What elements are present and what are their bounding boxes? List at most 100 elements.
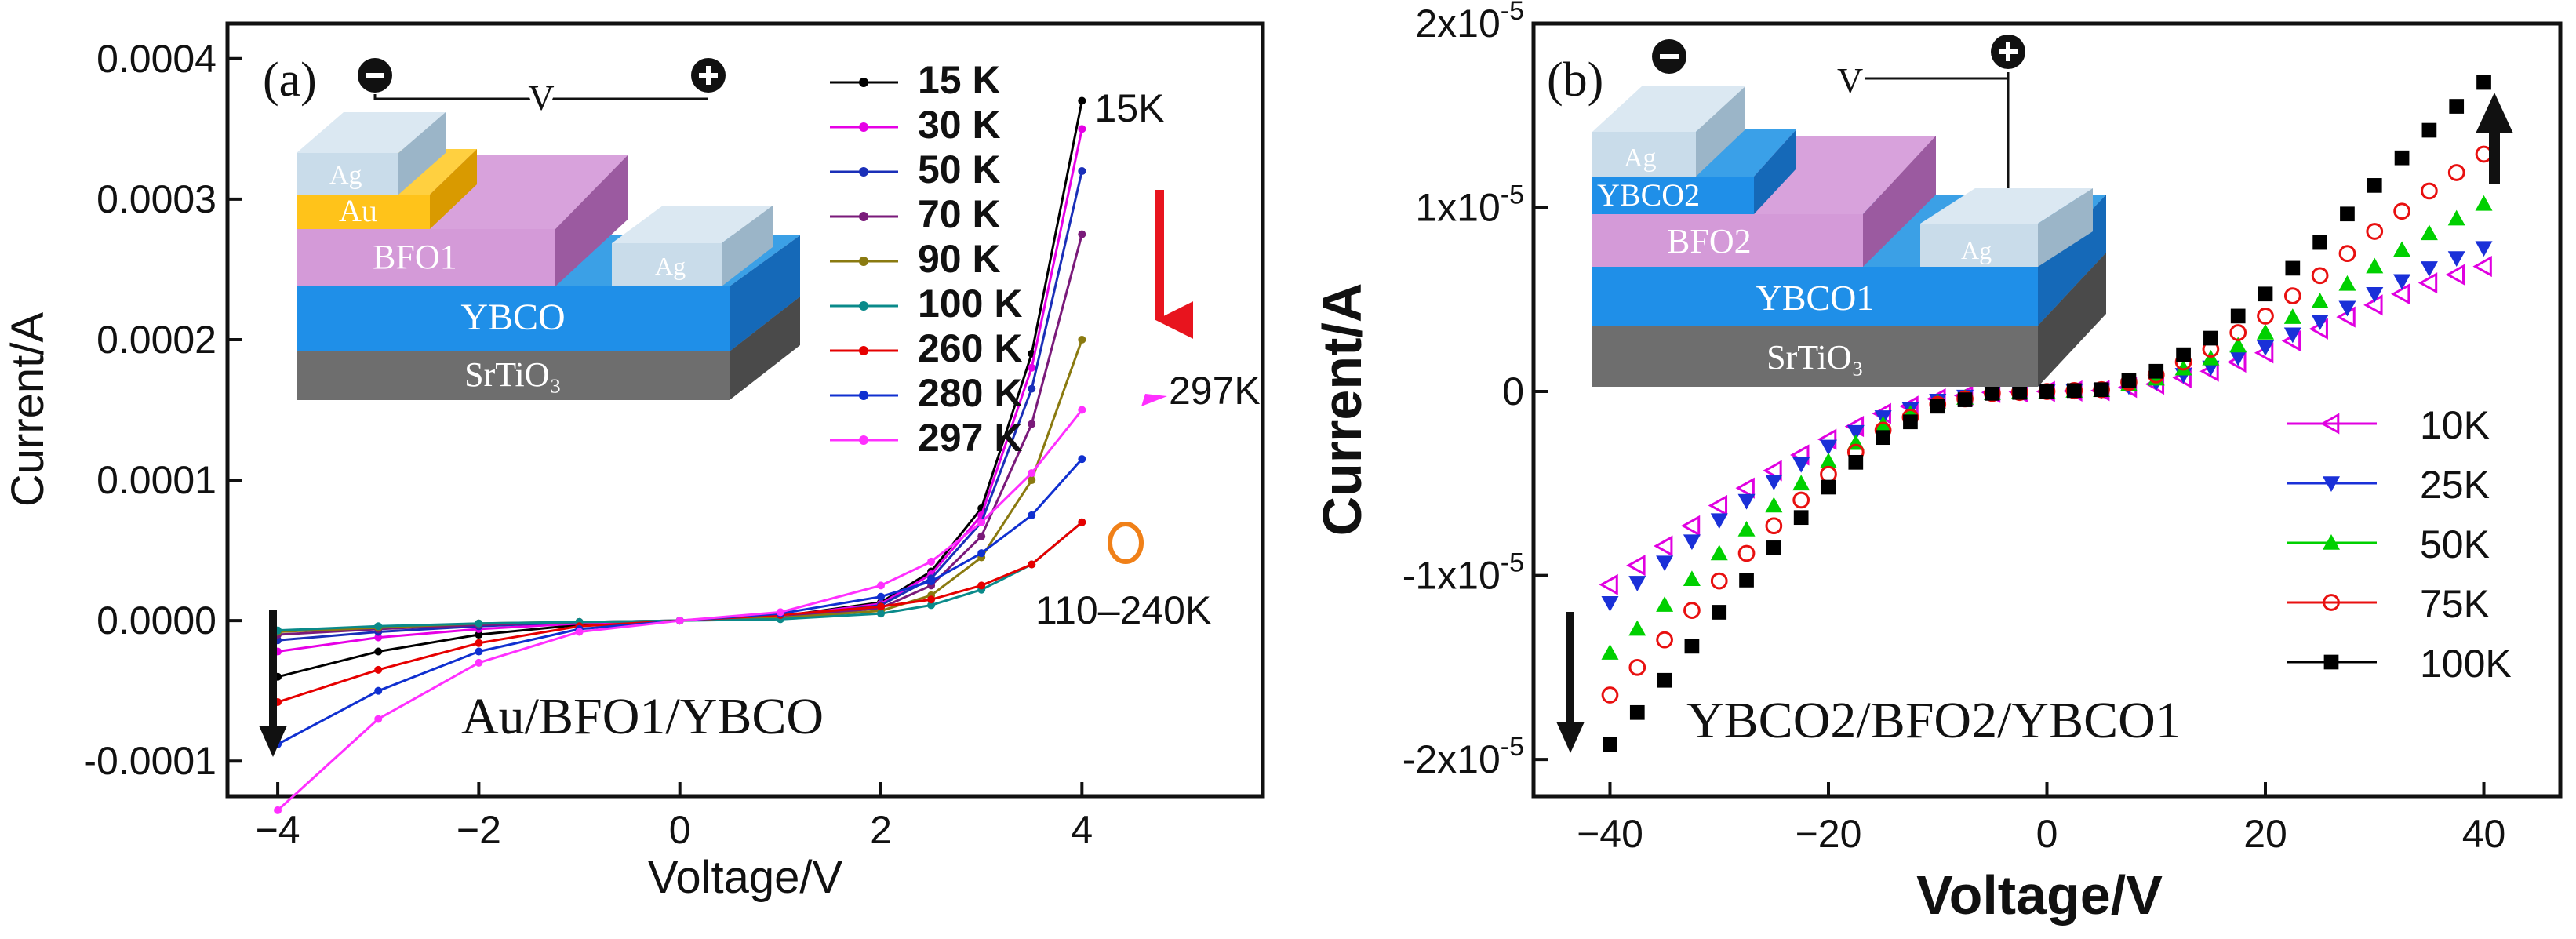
- data-point: [2174, 359, 2192, 376]
- panel-a-label: (a): [263, 53, 317, 107]
- panel-a-voltage-label: V: [528, 78, 554, 118]
- data-point: [1078, 335, 1086, 344]
- data-point: [2257, 340, 2275, 356]
- data-point: [2258, 286, 2273, 302]
- data-point: [2338, 300, 2356, 317]
- data-point: [927, 557, 936, 566]
- data-point: [2229, 350, 2247, 366]
- data-point: [1028, 469, 1036, 478]
- data-point: [2283, 287, 2301, 304]
- data-point: [2366, 223, 2384, 240]
- layer-label-au: Au: [339, 193, 377, 228]
- data-point: [2148, 363, 2164, 379]
- legend-label: 90 K: [918, 237, 1001, 281]
- data-point: [1078, 96, 1086, 105]
- x-tick-label: 0: [2036, 812, 2058, 856]
- ag-top-electrode: [297, 153, 398, 195]
- data-point: [927, 601, 936, 610]
- x-tick-label: −2: [457, 808, 501, 852]
- y-tick-label: 0: [1502, 369, 1524, 413]
- data-point: [1766, 540, 1781, 555]
- data-point: [977, 549, 986, 558]
- data-point: [1601, 595, 1619, 612]
- y-tick-label: -0.0001: [83, 739, 216, 783]
- data-point: [2447, 164, 2465, 181]
- panel-b-device-inset: (b) V Ag: [1547, 35, 2106, 387]
- x-tick-label: 0: [669, 808, 691, 852]
- data-point: [2472, 256, 2492, 278]
- data-point: [1078, 455, 1086, 464]
- data-point: [2367, 178, 2382, 193]
- data-point: [1654, 535, 1673, 557]
- bfo1-layer: [297, 229, 555, 286]
- x-tick-label: 20: [2243, 812, 2287, 856]
- data-point: [1708, 494, 1728, 517]
- legend-marker: [859, 257, 868, 266]
- legend-label: 297 K: [918, 416, 1022, 460]
- data-point: [1684, 639, 1700, 654]
- data-point: [2447, 251, 2465, 268]
- data-point: [2393, 274, 2411, 290]
- data-point: [1628, 658, 1646, 676]
- ybco2-layer: [1592, 177, 1754, 214]
- panel-b: −40 −20 0 20 40 -2x10-5-1x10-501x10-52x10-5 …: [1312, 0, 2563, 926]
- data-point: [274, 806, 282, 814]
- data-point: [475, 639, 483, 647]
- layer-label-bfo1: BFO1: [373, 238, 457, 276]
- bfo2-layer: [1592, 214, 1863, 267]
- data-point: [1876, 430, 1890, 446]
- data-point: [2121, 373, 2137, 388]
- legend-label: 15 K: [918, 58, 1001, 102]
- data-point: [1737, 493, 1756, 510]
- substrate-layer: [1592, 326, 2038, 387]
- substrate-layer: [297, 351, 730, 400]
- data-point: [2366, 257, 2384, 274]
- data-point: [1848, 454, 1864, 470]
- legend-marker: [2319, 413, 2340, 435]
- panel-a-x-axis-title: Voltage/V: [648, 852, 843, 903]
- panel-b-x-axis-title: Voltage/V: [1916, 864, 2163, 926]
- y-tick-label: 0.0003: [96, 177, 216, 221]
- legend-marker: [859, 301, 868, 311]
- panel-a: −4 −2 0 2 4 -0.0001 0.0000 0.0001 0.0002 0.0003 0…: [2, 21, 1265, 903]
- data-point: [2311, 293, 2329, 308]
- series-line-260k: [277, 521, 1083, 704]
- data-point: [1683, 570, 1701, 587]
- data-point: [374, 715, 383, 723]
- data-point: [1680, 515, 1701, 537]
- data-point: [2285, 260, 2301, 276]
- data-point: [2421, 122, 2437, 138]
- data-point: [1710, 572, 1728, 590]
- data-point: [1765, 517, 1783, 535]
- data-point: [1028, 560, 1036, 569]
- data-point: [1712, 605, 1727, 620]
- data-point: [2475, 241, 2493, 257]
- data-point: [1683, 534, 1701, 551]
- data-point: [2420, 261, 2438, 277]
- legend-label: 70 K: [918, 192, 1001, 236]
- data-point: [877, 592, 886, 601]
- legend-label: 100K: [2420, 642, 2512, 686]
- data-point: [374, 647, 383, 656]
- data-point: [475, 619, 483, 628]
- layer-label-substrate: SrTiO₃: [464, 355, 562, 394]
- data-point: [1028, 420, 1036, 428]
- legend-label: 50K: [2420, 522, 2490, 566]
- data-point: [2390, 283, 2410, 305]
- data-point: [1985, 386, 2000, 401]
- layer-label-ybco: YBCO: [460, 297, 565, 338]
- data-point: [1930, 399, 1945, 414]
- data-point: [374, 633, 383, 642]
- ag-bottom-electrode: [1920, 224, 2038, 267]
- panel-a-plot-frame: [225, 21, 1265, 799]
- x-tick-label: −20: [1796, 812, 1862, 856]
- data-point: [374, 622, 383, 631]
- panel-a-y-axis-title: Current/A: [2, 312, 53, 508]
- y-tick-label: 0.0002: [96, 318, 216, 362]
- data-point: [1629, 704, 1645, 720]
- legend-marker: [2323, 476, 2340, 492]
- data-point: [2229, 337, 2247, 353]
- data-point: [1846, 424, 1865, 441]
- y-tick-label: 2x10-5: [1415, 0, 1524, 45]
